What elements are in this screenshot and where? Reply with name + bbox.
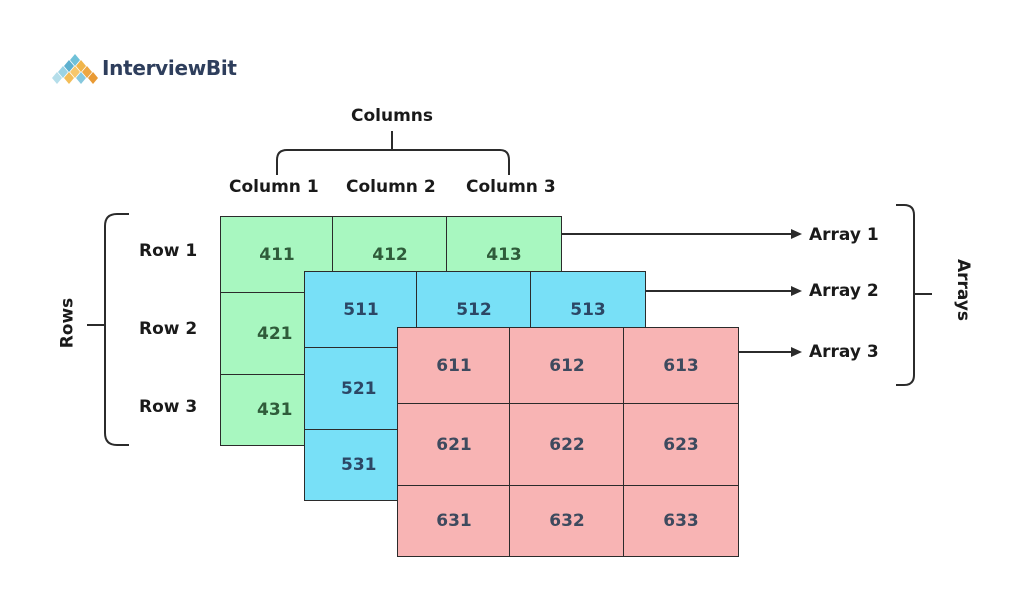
column-label-2: Column 2 bbox=[346, 177, 436, 197]
rows-heading: Rows bbox=[57, 297, 78, 349]
array2-cell: 511 bbox=[304, 271, 418, 349]
columns-heading: Columns bbox=[351, 106, 434, 126]
array-label-2: Array 2 bbox=[809, 281, 879, 301]
array3-cell: 623 bbox=[623, 403, 739, 487]
array-label-1: Array 1 bbox=[809, 225, 879, 245]
array3-cell: 622 bbox=[509, 403, 625, 487]
array3-cell: 613 bbox=[623, 327, 739, 405]
row-label-2: Row 2 bbox=[139, 319, 198, 339]
array3-cell: 632 bbox=[509, 485, 625, 557]
row-label-3: Row 3 bbox=[139, 397, 198, 417]
arrays-brace bbox=[896, 204, 915, 386]
array1-arrowhead-icon bbox=[791, 229, 802, 239]
array3-cell: 633 bbox=[623, 485, 739, 557]
row-label-1: Row 1 bbox=[139, 241, 198, 261]
array3-cell: 611 bbox=[397, 327, 511, 405]
rows-brace bbox=[104, 213, 129, 446]
logo-mark-icon bbox=[52, 54, 98, 84]
arrays-heading: Arrays bbox=[953, 258, 974, 322]
columns-brace bbox=[276, 149, 510, 175]
array-label-3: Array 3 bbox=[809, 342, 879, 362]
array3-cell: 631 bbox=[397, 485, 511, 557]
column-label-1: Column 1 bbox=[229, 177, 319, 197]
array3-cell: 621 bbox=[397, 403, 511, 487]
array3-cell: 612 bbox=[509, 327, 625, 405]
column-label-3: Column 3 bbox=[466, 177, 556, 197]
array2-arrowhead-icon bbox=[791, 286, 802, 296]
array3-arrowhead-icon bbox=[791, 347, 802, 357]
logo-text: InterviewBit bbox=[102, 56, 237, 80]
logo: InterviewBit bbox=[50, 50, 237, 86]
